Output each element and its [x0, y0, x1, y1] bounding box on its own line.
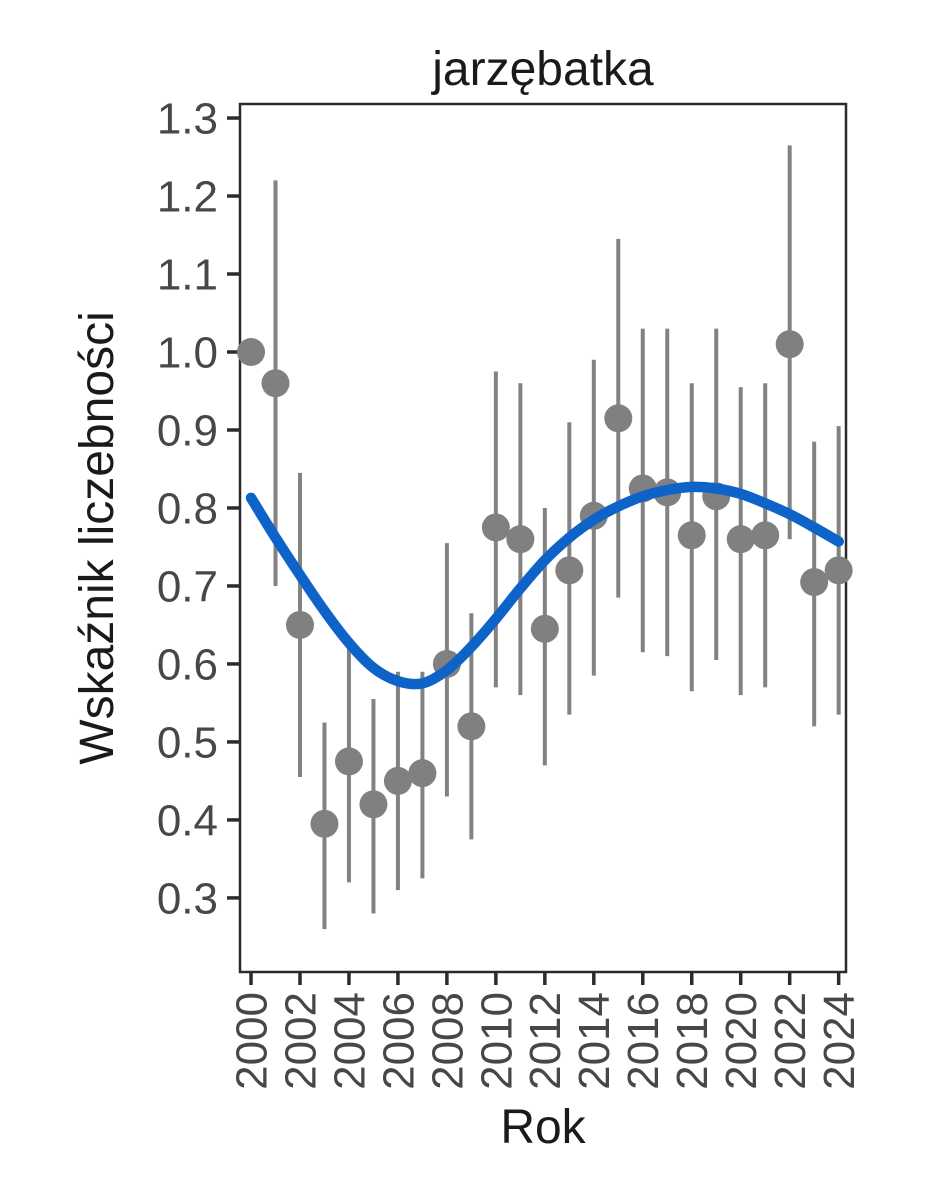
x-tick-label: 2016 — [619, 992, 668, 1090]
x-tick-label: 2024 — [815, 992, 864, 1090]
x-tick-label: 2004 — [325, 992, 374, 1090]
x-tick-label: 2006 — [374, 992, 423, 1090]
x-tick-label: 2000 — [227, 992, 276, 1090]
y-tick-label: 1.0 — [157, 328, 218, 377]
data-point-2010 — [481, 513, 510, 542]
data-point-2011 — [506, 525, 535, 554]
x-tick-label: 2014 — [570, 992, 619, 1090]
y-tick-label: 1.2 — [157, 172, 218, 221]
y-tick-label: 0.6 — [157, 640, 218, 689]
data-point-2004 — [334, 747, 363, 776]
y-tick-label: 0.9 — [157, 406, 218, 455]
x-tick-label: 2008 — [423, 992, 472, 1090]
data-point-2024 — [824, 556, 853, 585]
data-point-2012 — [530, 614, 559, 643]
data-point-2006 — [383, 766, 412, 795]
data-point-2002 — [285, 610, 314, 639]
x-tick-label: 2012 — [521, 992, 570, 1090]
y-tick-label: 0.4 — [157, 796, 218, 845]
data-point-2013 — [555, 556, 584, 585]
data-point-2021 — [751, 521, 780, 550]
data-point-2020 — [726, 525, 755, 554]
x-tick-label: 2018 — [668, 992, 717, 1090]
y-tick-label: 0.5 — [157, 718, 218, 767]
chart-title: jarzębatka — [432, 43, 654, 96]
data-point-2007 — [408, 759, 437, 788]
data-point-2018 — [677, 521, 706, 550]
data-point-2022 — [775, 330, 804, 359]
y-tick-label: 1.3 — [157, 94, 218, 143]
data-point-2001 — [261, 369, 290, 398]
data-point-2003 — [310, 809, 339, 838]
x-tick-label: 2020 — [717, 992, 766, 1090]
data-point-2023 — [800, 568, 829, 597]
y-tick-label: 0.8 — [157, 484, 218, 533]
data-point-2015 — [604, 404, 633, 433]
x-axis-title: Rok — [500, 1101, 586, 1154]
x-tick-label: 2002 — [276, 992, 325, 1090]
smooth-trend-line — [245, 481, 844, 690]
data-point-2009 — [457, 712, 486, 741]
y-tick-label: 0.7 — [157, 562, 218, 611]
y-tick-label: 0.3 — [157, 874, 218, 923]
data-point-2000 — [237, 338, 266, 366]
x-tick-label: 2022 — [766, 992, 815, 1090]
data-point-2005 — [359, 790, 388, 819]
y-tick-label: 1.1 — [157, 250, 218, 299]
panel-border — [238, 102, 848, 974]
x-tick-label: 2010 — [472, 992, 521, 1090]
